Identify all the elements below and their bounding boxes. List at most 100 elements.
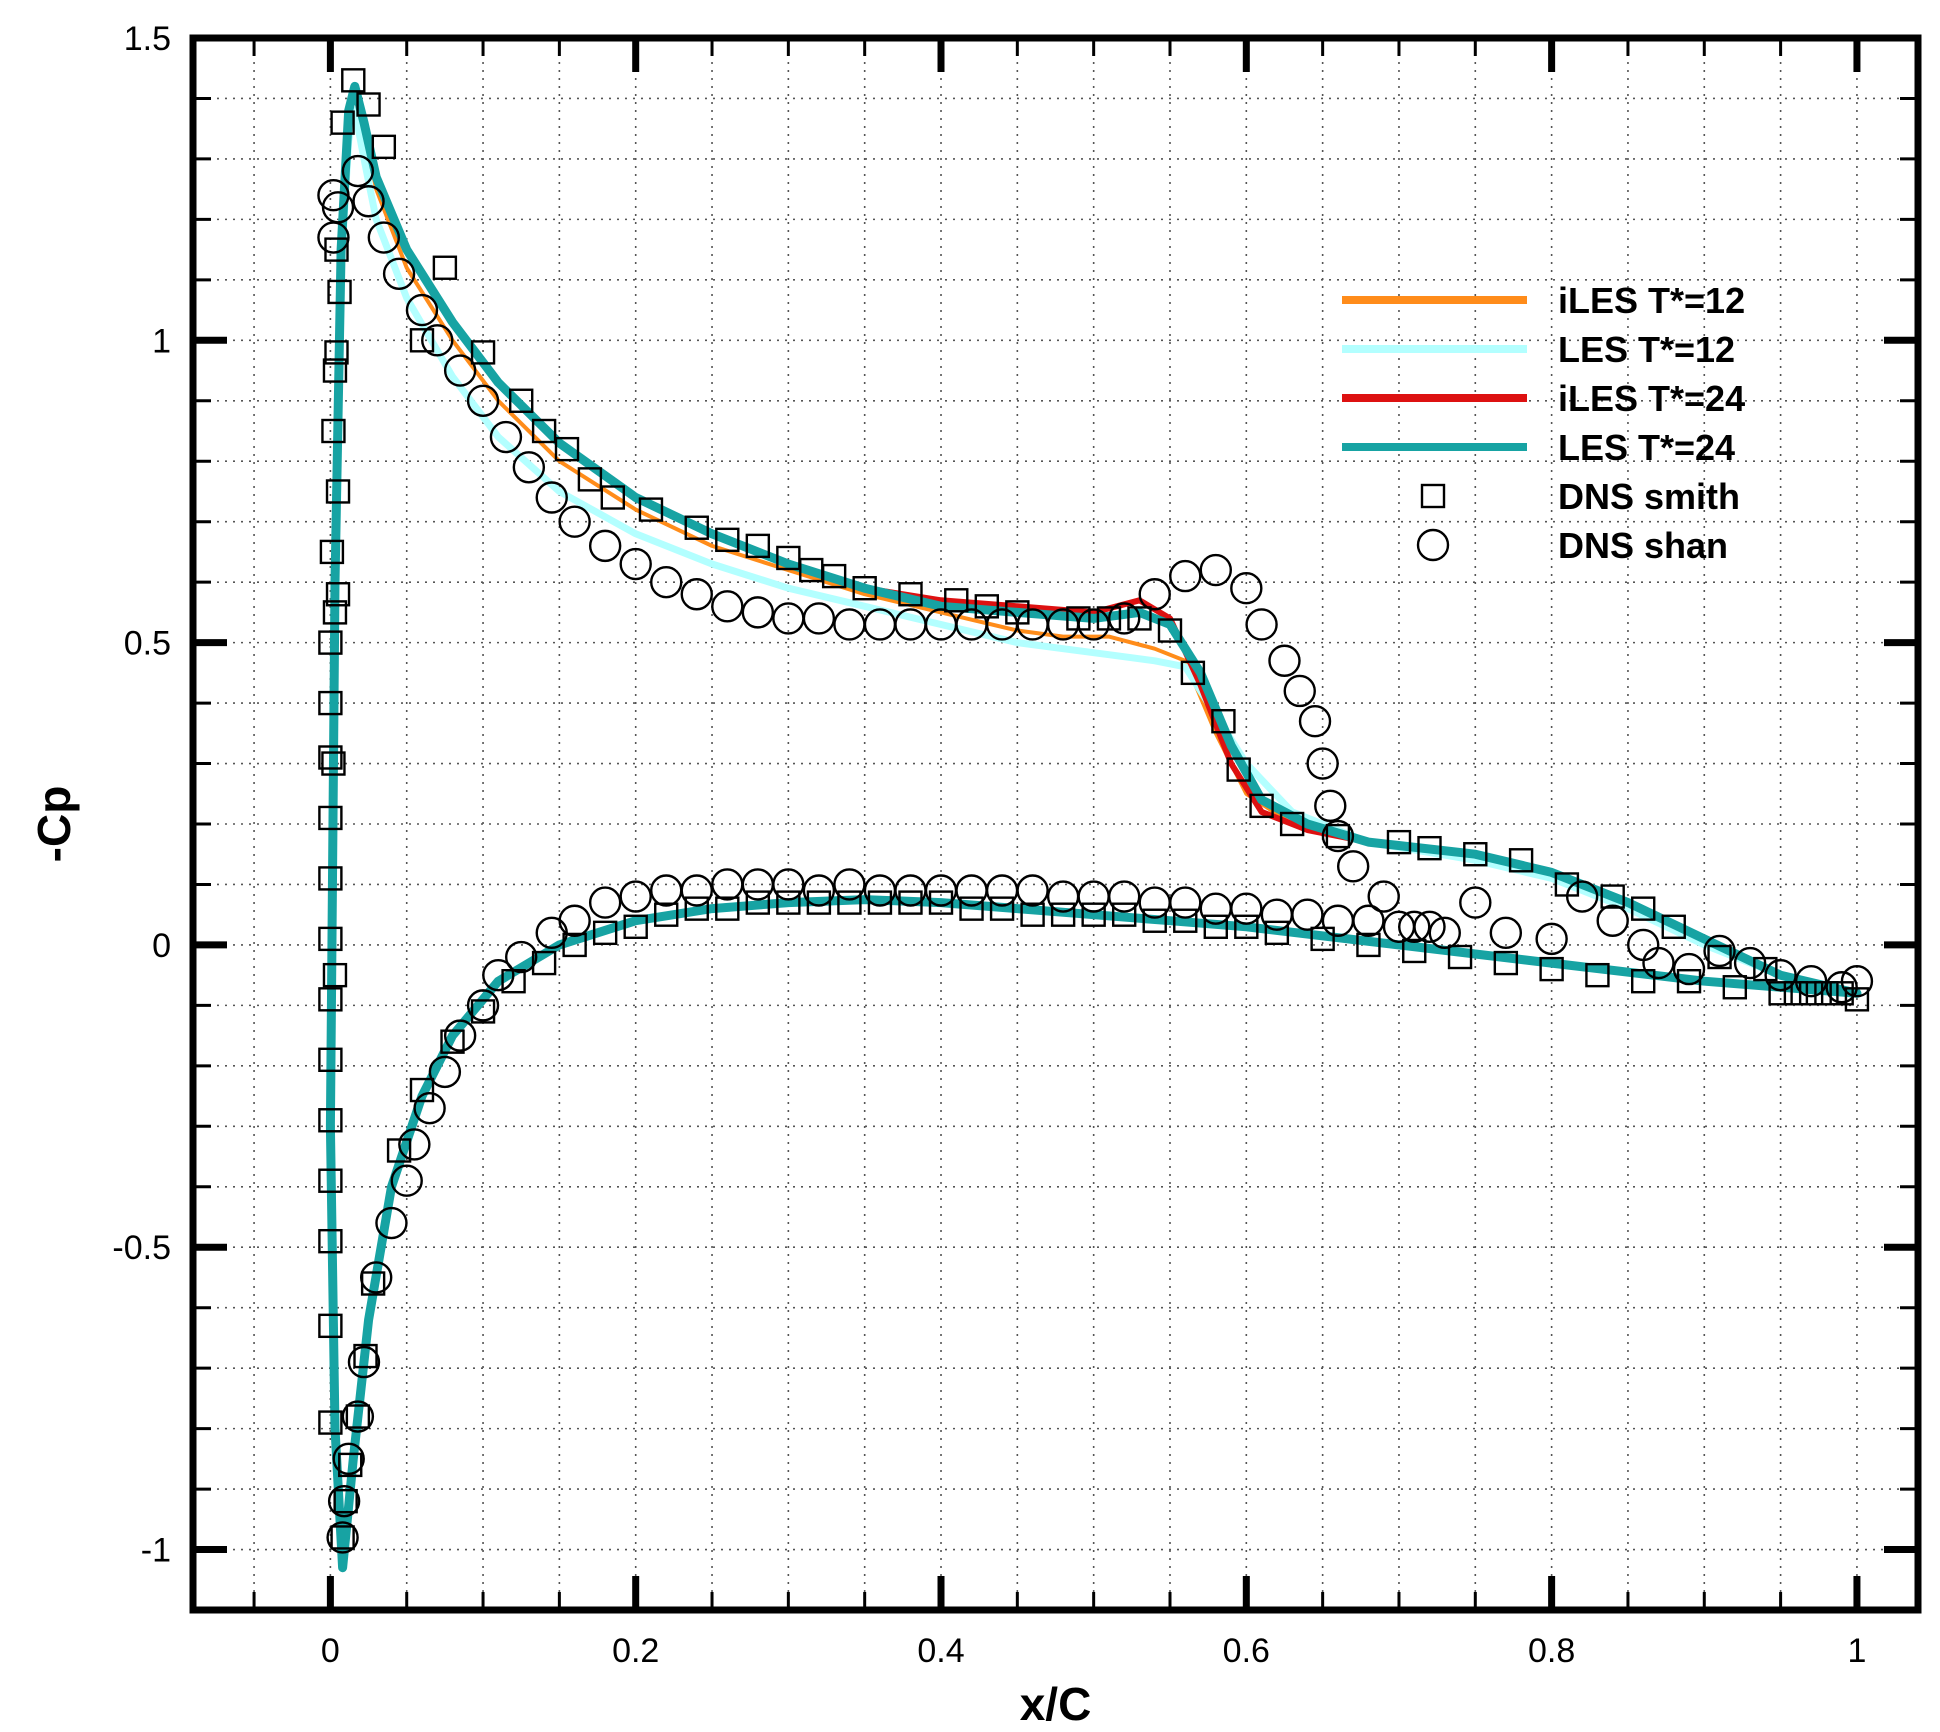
dns-smith-point (638, 497, 664, 522)
series-line-les-t-24-upper (325, 81, 1862, 1131)
grid (193, 38, 1918, 1610)
dns-smith-point (318, 690, 343, 716)
y-tick-label: 0 (152, 927, 171, 965)
dns-shan-point (1107, 602, 1141, 635)
x-tick-label: 0.4 (917, 1632, 964, 1670)
dns-shan-point (588, 529, 622, 563)
dns-shan-point (1398, 910, 1431, 943)
dns-shan-point (413, 1091, 446, 1125)
dns-shan-point (1199, 553, 1232, 587)
dns-smith-point (1508, 848, 1534, 873)
dns-smith-point (318, 1047, 343, 1073)
dns-smith-point (327, 279, 352, 305)
dns-smith-point (684, 515, 709, 540)
dns-smith-point (1631, 969, 1656, 994)
dns-smith-point (1203, 914, 1228, 939)
x-tick-label: 1 (1847, 1632, 1866, 1670)
dns-shan-point (1642, 946, 1675, 980)
dns-smith-point (1539, 956, 1564, 982)
dns-shan-point (1245, 608, 1278, 641)
dns-smith-point (345, 1404, 371, 1429)
dns-shan-point (1535, 922, 1568, 956)
dns-smith-point (1249, 793, 1274, 819)
dns-smith-point (330, 110, 355, 135)
dns-shan-point (482, 958, 515, 992)
dns-shan-point (1314, 789, 1347, 823)
dns-shan-point (1764, 958, 1797, 992)
dns-shan-point (405, 293, 439, 327)
y-tick-label: 1 (152, 322, 171, 360)
dns-shan-point (1489, 916, 1523, 950)
series-markers (317, 68, 1874, 1554)
dns-smith-point (409, 328, 435, 353)
dns-shan-point (1016, 874, 1049, 907)
dns-smith-point (1234, 914, 1259, 939)
dns-shan-point (332, 1442, 365, 1476)
dns-smith-point (1310, 926, 1335, 952)
dns-shan-point (802, 874, 836, 907)
dns-shan-point (428, 1055, 462, 1089)
dns-shan-point (619, 880, 652, 913)
dns-smith-point (322, 962, 348, 988)
dns-shan-point (558, 505, 591, 538)
dns-smith-point (319, 539, 345, 565)
dns-shan-point (1138, 886, 1171, 919)
dns-smith-point (1661, 914, 1686, 939)
dns-shan-point (1298, 705, 1332, 738)
dns-shan-point (1169, 559, 1202, 593)
y-tick-label: 1.5 (124, 20, 171, 58)
dns-smith-point (470, 340, 496, 365)
dns-smith-point (1127, 606, 1152, 631)
dns-shan-point (1107, 880, 1141, 913)
dns-shan-point (1367, 880, 1400, 913)
dns-smith-point (1631, 896, 1656, 921)
dns-smith-point (356, 92, 381, 117)
dns-shan-point (352, 185, 385, 218)
dns-shan-point (421, 324, 454, 357)
dns-shan-point (390, 1164, 423, 1197)
dns-smith-point (1142, 908, 1167, 933)
x-tick-label: 0.2 (612, 1632, 659, 1670)
dns-smith-point (867, 890, 893, 915)
dns-smith-point (562, 932, 587, 958)
dns-smith-point (715, 896, 740, 921)
dns-smith-point (776, 890, 801, 915)
legend-label-iles-t-12: iLES T*=12 (1558, 280, 1745, 321)
dns-shan-point (489, 420, 523, 454)
dns-shan-point (1596, 904, 1629, 937)
dns-smith-point (1768, 981, 1793, 1006)
dns-shan-point (341, 154, 375, 188)
dns-smith-point (623, 914, 648, 939)
dns-smith-point (409, 1077, 435, 1103)
dns-shan-point (833, 868, 866, 901)
dns-smith-point (322, 358, 348, 383)
dns-smith-point (531, 418, 557, 444)
dns-shan-point (1046, 880, 1080, 913)
dns-smith-point (1157, 618, 1183, 643)
dns-shan-point (347, 1345, 381, 1379)
dns-smith-point (318, 926, 343, 952)
dns-shan-point (1260, 898, 1294, 931)
dns-shan-point (650, 874, 683, 907)
dns-smith-point (944, 588, 969, 613)
dns-smith-point (898, 890, 923, 915)
dns-smith-point (432, 255, 458, 280)
x-axis-title: x/C (1020, 1678, 1092, 1730)
dns-shan-point (1283, 674, 1316, 708)
dns-smith-point (470, 999, 496, 1024)
legend-label-les-t-12: LES T*=12 (1558, 329, 1735, 370)
dns-smith-point (440, 1029, 465, 1054)
dns-shan-point (1077, 608, 1110, 641)
dns-smith-point (1417, 835, 1442, 861)
x-tick-label: 0.8 (1528, 1632, 1575, 1670)
dns-shan-point (327, 1484, 361, 1518)
plot-frame (189, 34, 1922, 1614)
dns-shan-point (321, 191, 355, 224)
dns-smith-point (1493, 950, 1519, 976)
dns-smith-point (1585, 962, 1610, 988)
dns-shan-point (558, 904, 591, 937)
dns-smith-point (318, 805, 343, 831)
dns-smith-point (577, 467, 603, 492)
dns-shan-point (1840, 965, 1874, 998)
